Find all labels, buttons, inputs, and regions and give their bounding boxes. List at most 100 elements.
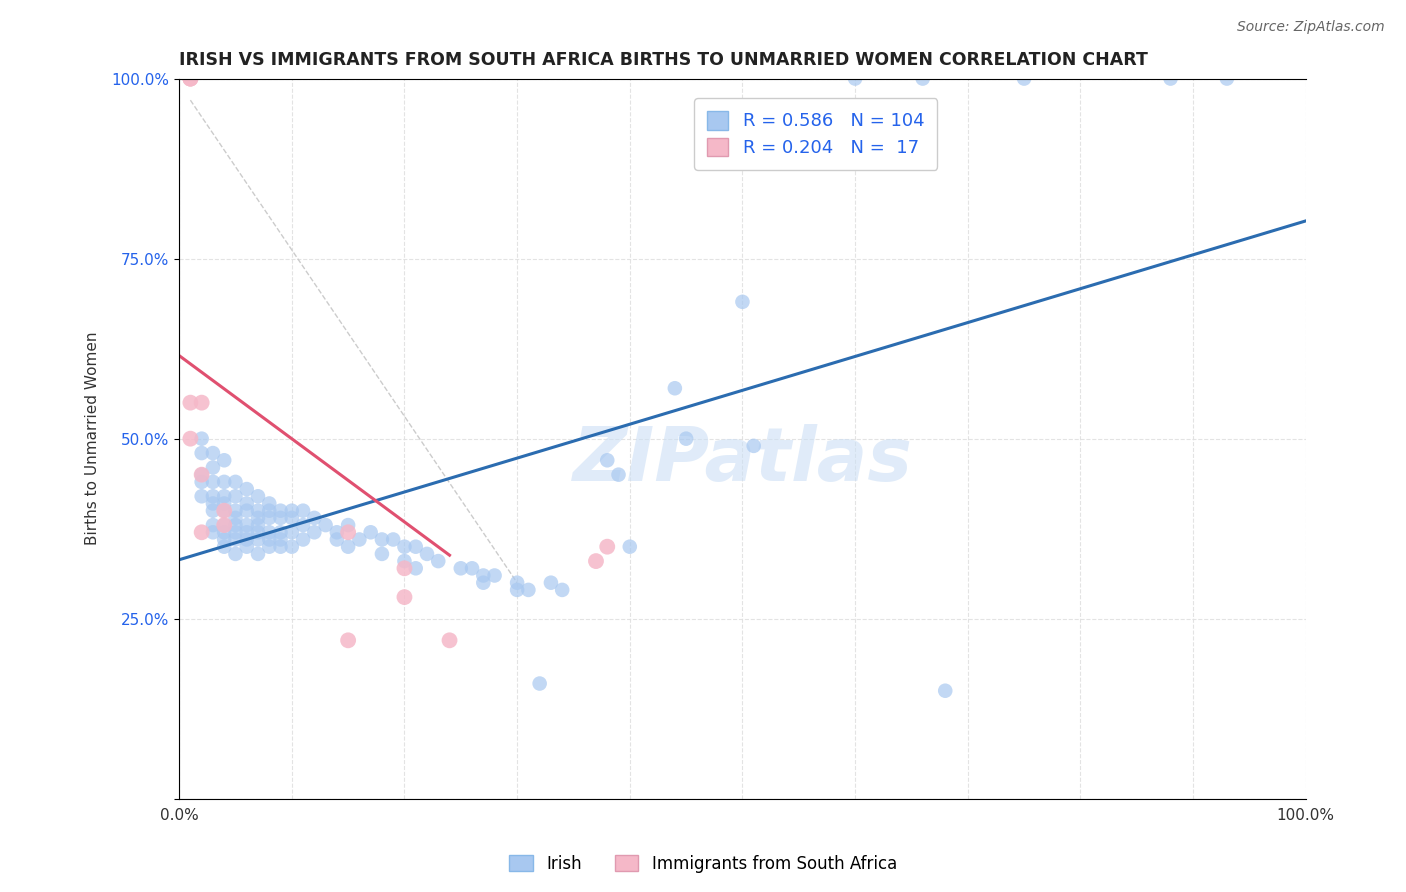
Point [235,518,257,533]
Point [304,511,326,525]
Point [405,561,427,575]
Point [270,525,292,540]
Point [394,590,416,604]
Point [179,71,201,86]
Point [844,71,866,86]
Point [315,518,337,533]
Point [934,683,956,698]
Point [517,582,540,597]
Point [246,511,269,525]
Point [190,467,212,482]
Point [349,533,371,547]
Point [394,540,416,554]
Point [246,533,269,547]
Point [292,504,315,518]
Point [304,525,326,540]
Point [224,533,246,547]
Point [190,489,212,503]
Point [201,504,224,518]
Point [212,518,235,533]
Point [201,460,224,475]
Point [270,504,292,518]
Point [270,533,292,547]
Point [394,561,416,575]
Point [326,533,349,547]
Point [201,525,224,540]
Point [212,504,235,518]
Point [551,582,574,597]
Point [292,518,315,533]
Point [337,518,360,533]
Point [540,575,562,590]
Point [201,475,224,489]
Point [212,533,235,547]
Point [235,504,257,518]
Point [190,395,212,409]
Point [472,568,495,582]
Point [201,489,224,503]
Point [270,540,292,554]
Point [281,540,304,554]
Point [281,504,304,518]
Point [382,533,405,547]
Point [529,676,551,690]
Point [179,395,201,409]
Point [259,496,281,510]
Point [506,582,529,597]
Point [212,525,235,540]
Point [259,511,281,525]
Point [235,540,257,554]
Text: IRISH VS IMMIGRANTS FROM SOUTH AFRICA BIRTHS TO UNMARRIED WOMEN CORRELATION CHAR: IRISH VS IMMIGRANTS FROM SOUTH AFRICA BI… [179,51,1149,69]
Point [281,525,304,540]
Point [596,540,619,554]
Point [450,561,472,575]
Point [371,533,394,547]
Point [585,554,607,568]
Point [190,467,212,482]
Y-axis label: Births to Unmarried Women: Births to Unmarried Women [86,332,100,545]
Point [224,511,246,525]
Legend: Irish, Immigrants from South Africa: Irish, Immigrants from South Africa [502,848,904,880]
Point [360,525,382,540]
Point [281,511,304,525]
Point [179,71,201,86]
Legend: R = 0.586   N = 104, R = 0.204   N =  17: R = 0.586 N = 104, R = 0.204 N = 17 [695,98,938,169]
Point [731,294,754,309]
Point [179,432,201,446]
Point [190,432,212,446]
Point [235,525,257,540]
Point [1160,71,1182,86]
Point [619,540,641,554]
Point [911,71,934,86]
Point [212,496,235,510]
Point [190,475,212,489]
Point [235,496,257,510]
Point [1216,71,1239,86]
Point [439,633,461,648]
Point [416,547,439,561]
Point [1012,71,1035,86]
Text: Source: ZipAtlas.com: Source: ZipAtlas.com [1237,20,1385,34]
Point [224,504,246,518]
Point [212,540,235,554]
Point [235,533,257,547]
Point [212,489,235,503]
Point [337,525,360,540]
Point [246,504,269,518]
Point [212,475,235,489]
Point [190,446,212,460]
Point [259,525,281,540]
Point [246,489,269,503]
Point [742,439,765,453]
Point [675,432,697,446]
Point [246,525,269,540]
Point [259,533,281,547]
Point [506,575,529,590]
Point [224,547,246,561]
Point [461,561,484,575]
Point [190,525,212,540]
Text: ZIPatlas: ZIPatlas [572,424,912,497]
Point [259,504,281,518]
Point [484,568,506,582]
Point [201,518,224,533]
